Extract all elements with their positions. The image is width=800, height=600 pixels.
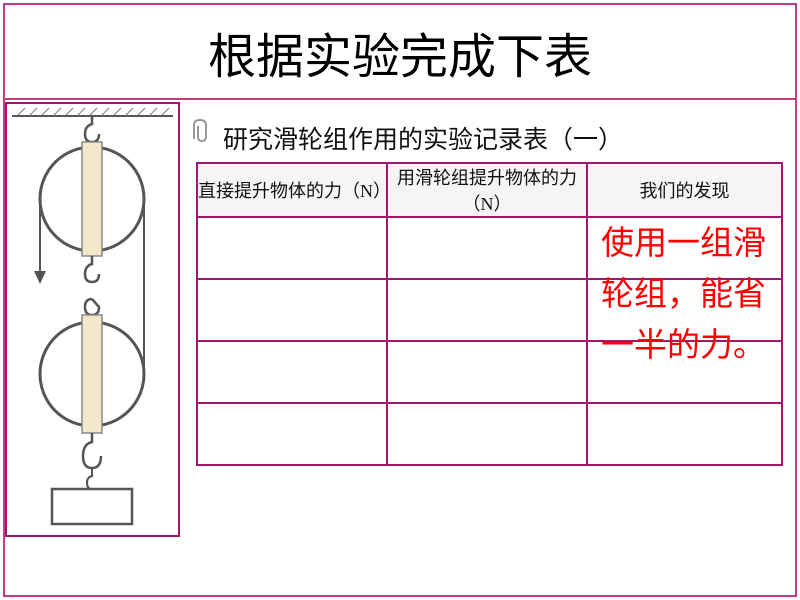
table-cell — [197, 403, 387, 465]
pulley-diagram — [5, 102, 180, 537]
table-cell — [387, 217, 587, 279]
table-row — [197, 403, 782, 465]
column-header: 我们的发现 — [587, 163, 782, 217]
table-cell — [197, 279, 387, 341]
table-title: 研究滑轮组作用的实验记录表（一） — [223, 120, 623, 156]
slide-title: 根据实验完成下表 — [208, 17, 592, 87]
table-cell — [587, 403, 782, 465]
column-header: 直接提升物体的力（N） — [197, 163, 387, 217]
table-cell — [387, 341, 587, 403]
paperclip-icon — [188, 117, 213, 147]
table-cell — [387, 279, 587, 341]
column-header: 用滑轮组提升物体的力（N） — [387, 163, 587, 217]
table-header-row: 直接提升物体的力（N） 用滑轮组提升物体的力（N） 我们的发现 — [197, 163, 782, 217]
content-area: 研究滑轮组作用的实验记录表（一） 直接提升物体的力（N） 用滑轮组提升物体的力（… — [5, 102, 795, 595]
title-bar: 根据实验完成下表 — [5, 5, 795, 100]
finding-text: 使用一组滑轮组，能省一半的力。 — [601, 219, 776, 372]
table-cell — [197, 341, 387, 403]
table-cell — [197, 217, 387, 279]
table-cell — [387, 403, 587, 465]
